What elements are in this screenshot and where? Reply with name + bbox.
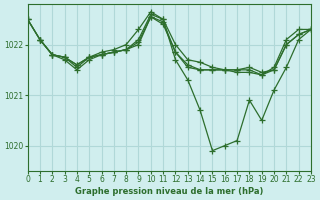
X-axis label: Graphe pression niveau de la mer (hPa): Graphe pression niveau de la mer (hPa) bbox=[75, 187, 263, 196]
